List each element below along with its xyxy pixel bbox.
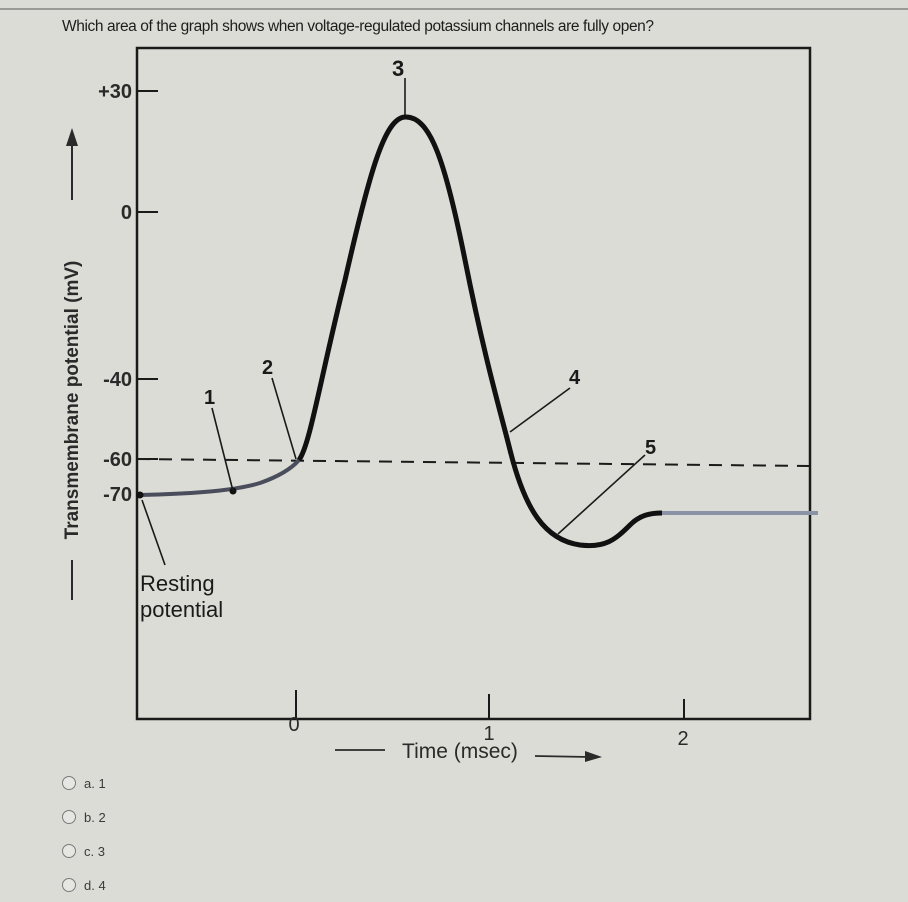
- y-tick-label: -60: [103, 449, 132, 471]
- y-tick-label: 0: [121, 202, 132, 224]
- y-tick-marks: [137, 90, 158, 460]
- y-tick-label: -40: [103, 369, 132, 391]
- option-c[interactable]: c. 3: [62, 834, 106, 868]
- action-potential-curve: [296, 114, 663, 549]
- arrow-right-icon: [585, 751, 602, 762]
- threshold-line: [136, 458, 811, 467]
- option-label: c. 3: [84, 843, 105, 859]
- option-label: a. 1: [84, 775, 106, 791]
- question-text: Which area of the graph shows when volta…: [62, 18, 654, 35]
- plot-frame: [135, 46, 812, 721]
- x-tick-label: 2: [677, 728, 688, 750]
- resting-label: Resting: [140, 571, 215, 596]
- y-axis-label: Transmembrane potential (mV): [62, 261, 83, 540]
- radio-button[interactable]: [62, 810, 76, 824]
- option-a[interactable]: a. 1: [62, 766, 106, 800]
- option-d[interactable]: d. 4: [62, 868, 106, 902]
- action-potential-figure: +30 0 -40 -60 -70 Transmembrane potentia…: [62, 46, 818, 763]
- arrow-up-icon: [66, 128, 78, 146]
- option-b[interactable]: b. 2: [62, 800, 106, 834]
- annotation-1: 1: [204, 387, 215, 409]
- option-label: d. 4: [84, 877, 106, 893]
- annotation-4: 4: [569, 367, 581, 389]
- annotation-leaders: [141, 78, 646, 566]
- resting-point: [136, 491, 144, 499]
- annotation-5: 5: [645, 437, 656, 459]
- radio-button[interactable]: [62, 844, 76, 858]
- top-divider: [0, 8, 908, 10]
- x-axis-label: Time (msec): [402, 740, 518, 763]
- annotation-3: 3: [392, 56, 404, 81]
- resting-label: potential: [140, 597, 223, 622]
- option-label: b. 2: [84, 809, 106, 825]
- radio-button[interactable]: [62, 878, 76, 892]
- x-tick-marks: [295, 690, 685, 719]
- annotation-2: 2: [262, 357, 273, 379]
- depolarization-curve: [139, 458, 301, 497]
- answer-options: a. 1 b. 2 c. 3 d. 4: [62, 766, 106, 902]
- x-tick-label: 1: [483, 723, 494, 745]
- x-tick-label: 0: [288, 714, 299, 736]
- y-tick-label: +30: [98, 81, 132, 103]
- y-tick-label: -70: [103, 484, 132, 506]
- radio-button[interactable]: [62, 776, 76, 790]
